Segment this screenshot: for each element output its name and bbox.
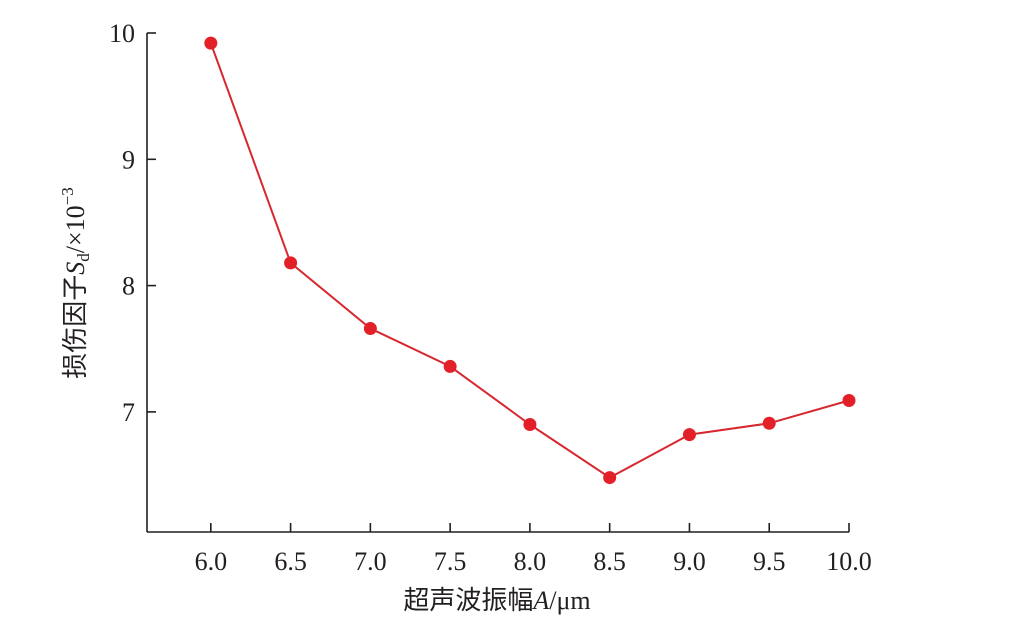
- y-axis-title-prefix: 损伤因子: [61, 275, 91, 379]
- x-tick-label: 6.5: [274, 547, 307, 576]
- x-tick-label: 6.0: [195, 547, 228, 576]
- y-axis-title-exponent: −3: [58, 187, 77, 205]
- y-axis-title-var: S: [61, 262, 90, 275]
- data-point: [762, 416, 776, 430]
- data-point: [363, 322, 377, 336]
- y-axis-title-unit: /×10: [61, 205, 90, 253]
- y-axis-title-subscript: d: [74, 253, 93, 262]
- x-tick-label: 10.0: [826, 547, 872, 576]
- y-ticks: 7 8 9 10: [109, 19, 156, 427]
- x-tick-label: 7.0: [354, 547, 387, 576]
- data-point: [523, 418, 537, 432]
- x-axis-title-var: A: [531, 586, 549, 615]
- data-point: [842, 394, 856, 408]
- series: [204, 36, 856, 485]
- x-tick-label: 8.0: [514, 547, 547, 576]
- x-axis-title-unit: /μm: [549, 586, 590, 615]
- x-tick-label: 9.0: [673, 547, 706, 576]
- y-axis-title: 损伤因子Sd/×10−3: [58, 187, 93, 379]
- data-point: [682, 428, 696, 442]
- x-tick-label: 7.5: [434, 547, 467, 576]
- x-axis-title-prefix: 超声波振幅: [403, 586, 533, 616]
- series-line: [209, 42, 850, 479]
- x-tick-label: 8.5: [593, 547, 626, 576]
- x-tick-label: 9.5: [753, 547, 786, 576]
- y-tick-label: 10: [109, 19, 135, 48]
- data-point: [204, 36, 218, 50]
- axes: [146, 33, 849, 533]
- data-point: [603, 471, 617, 485]
- y-tick-label: 7: [122, 398, 135, 427]
- x-axis-title: 超声波振幅A/μm: [403, 586, 590, 616]
- data-point: [284, 256, 298, 270]
- y-tick-label: 9: [122, 145, 135, 174]
- x-ticks: 6.0 6.5 7.0 7.5 8.0 8.5 9.0 9.5 10.0: [195, 523, 872, 576]
- y-tick-label: 8: [122, 272, 135, 301]
- data-point: [443, 359, 457, 373]
